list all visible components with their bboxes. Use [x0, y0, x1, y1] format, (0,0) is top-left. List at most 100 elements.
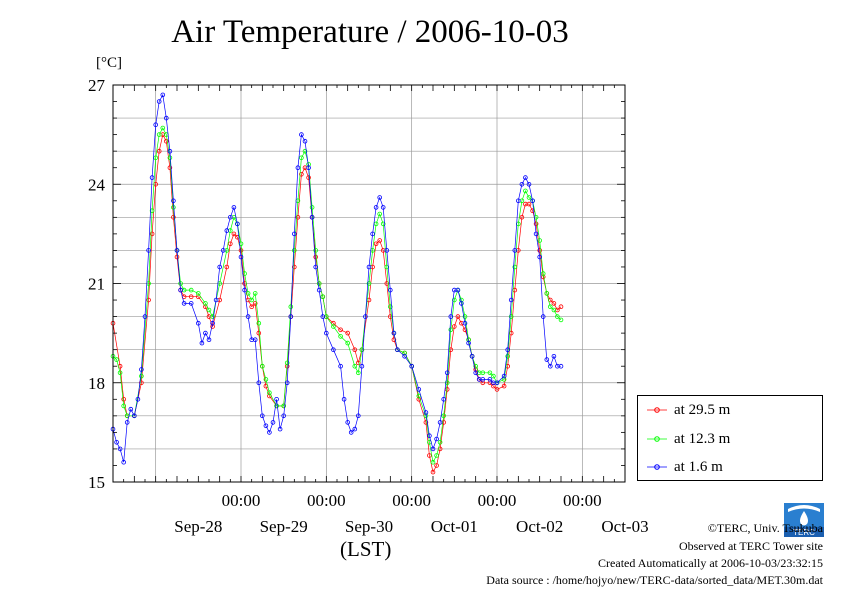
data-point — [437, 439, 443, 445]
copyright-text: ©TERC, Univ. Tsukuba — [707, 521, 823, 535]
data-point — [533, 231, 539, 237]
data-point — [434, 463, 439, 468]
data-point — [153, 122, 159, 127]
data-point — [373, 205, 379, 210]
data-point — [547, 304, 553, 310]
data-point — [114, 357, 119, 362]
data-point — [434, 436, 439, 442]
data-point — [345, 340, 351, 346]
data-point — [355, 360, 361, 366]
data-point — [430, 469, 436, 475]
data-point — [238, 241, 244, 247]
data-point — [249, 297, 255, 303]
data-point — [245, 291, 251, 296]
legend-label: at 29.5 m — [674, 401, 731, 418]
series-line — [112, 93, 561, 463]
data-point — [188, 287, 194, 293]
data-point — [263, 423, 269, 429]
data-point — [256, 320, 262, 326]
legend-label: at 1.6 m — [674, 458, 723, 475]
data-point — [338, 363, 343, 369]
data-point — [153, 155, 159, 161]
series-line — [112, 127, 562, 464]
data-point — [252, 337, 258, 343]
data-point — [171, 215, 176, 220]
x-tick-time-label: 00:00 — [307, 491, 346, 510]
data-point — [338, 327, 343, 333]
data-point — [487, 377, 493, 382]
data-point — [355, 370, 361, 376]
data-point — [117, 446, 123, 452]
data-point — [341, 396, 347, 402]
chart-title: Air Temperature / 2006-10-03 — [171, 14, 569, 50]
legend-item: at 12.3 m — [646, 429, 730, 449]
data-point — [210, 320, 215, 326]
y-tick-label: 15 — [88, 473, 105, 492]
data-point — [359, 347, 365, 353]
data-point — [526, 201, 532, 207]
x-tick-time-label: 00:00 — [392, 491, 431, 510]
data-point — [196, 320, 201, 326]
data-point — [220, 248, 226, 253]
data-point — [487, 370, 493, 376]
data-point — [444, 380, 450, 386]
data-point — [501, 373, 507, 379]
data-point — [213, 297, 219, 303]
data-point — [501, 383, 507, 389]
data-point — [174, 248, 180, 253]
data-point — [519, 182, 525, 187]
data-point — [462, 320, 468, 326]
logo-text: TERC — [793, 528, 815, 537]
data-point — [494, 380, 500, 386]
data-point — [299, 155, 304, 161]
data-point — [288, 314, 294, 319]
data-point — [238, 248, 244, 253]
data-point — [519, 215, 525, 220]
y-tick-label: 24 — [88, 175, 106, 194]
data-point — [377, 238, 383, 243]
series-2 — [110, 92, 564, 465]
data-point — [459, 301, 464, 306]
data-point — [544, 357, 550, 362]
data-point — [121, 403, 126, 409]
data-point — [256, 380, 262, 386]
data-point — [512, 248, 518, 253]
data-point — [188, 301, 194, 306]
data-point — [316, 287, 322, 293]
data-point — [515, 198, 521, 204]
data-point — [252, 301, 258, 306]
data-point — [142, 314, 148, 319]
data-point — [451, 324, 457, 329]
data-point — [231, 231, 237, 237]
data-point — [377, 211, 383, 217]
data-point — [427, 453, 432, 458]
data-point — [473, 363, 479, 369]
data-point — [491, 373, 496, 379]
data-point — [430, 446, 436, 452]
data-point — [171, 198, 176, 204]
data-point — [384, 264, 390, 270]
data-point — [313, 254, 319, 260]
data-point — [448, 327, 454, 333]
x-tick-date-label: Oct-03 — [601, 517, 648, 536]
data-point — [430, 459, 436, 465]
data-point — [277, 426, 283, 432]
data-point — [302, 138, 308, 144]
data-point — [178, 287, 183, 293]
data-point — [235, 221, 240, 227]
data-point — [423, 410, 429, 415]
data-point — [491, 383, 496, 389]
data-point — [387, 304, 393, 310]
data-point — [416, 396, 422, 402]
data-point — [135, 396, 141, 402]
data-point — [249, 304, 255, 310]
chart-legend: at 29.5 m at 12.3 m at 1.6 m — [637, 395, 823, 481]
data-point — [252, 291, 258, 296]
data-point — [291, 248, 297, 253]
data-point — [245, 314, 251, 319]
data-point — [313, 264, 319, 270]
data-point — [306, 175, 311, 180]
data-point — [537, 254, 542, 260]
data-point — [196, 291, 201, 296]
data-point — [377, 195, 383, 200]
